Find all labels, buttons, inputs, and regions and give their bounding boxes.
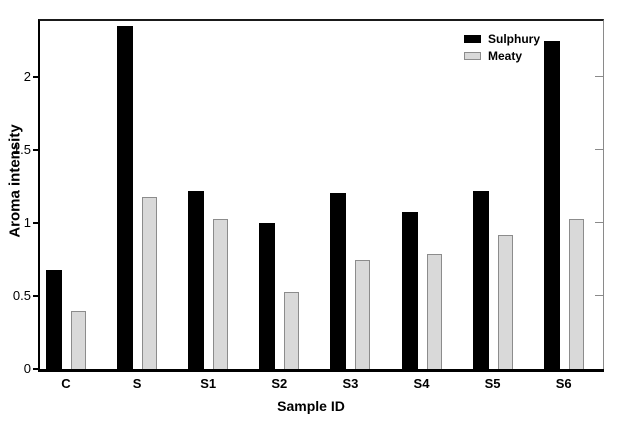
bar-sulphury-s4 xyxy=(401,211,418,369)
x-tick-label-s5: S5 xyxy=(484,376,501,391)
legend: Sulphury Meaty xyxy=(464,33,540,62)
x-tick-label-s3: S3 xyxy=(342,376,359,391)
y-tick-mark-left xyxy=(33,76,38,79)
bar-sulphury-s5 xyxy=(472,191,489,369)
bar-sulphury-s3 xyxy=(330,192,347,369)
bar-sulphury-s1 xyxy=(188,191,205,369)
bar-sulphury-c xyxy=(46,269,62,369)
y-tick-mark-left xyxy=(33,295,38,298)
bar-sulphury-s6 xyxy=(543,40,560,369)
x-tick-label-s1: S1 xyxy=(200,376,217,391)
legend-label-meaty: Meaty xyxy=(488,49,523,63)
bar-meaty-s xyxy=(142,196,158,369)
y-tick-mark-left xyxy=(33,222,38,225)
y-tick-mark-right xyxy=(595,295,603,297)
bar-sulphury-s xyxy=(117,26,134,369)
y-tick-label: 2 xyxy=(23,69,31,85)
x-tick-label-s4: S4 xyxy=(413,376,430,391)
y-tick-label: 0.5 xyxy=(12,288,31,304)
bar-meaty-s3 xyxy=(355,259,371,369)
y-tick-mark-right xyxy=(595,149,603,151)
x-tick-label-s: S xyxy=(132,376,142,391)
legend-label-sulphury: Sulphury xyxy=(488,32,541,46)
bar-meaty-s1 xyxy=(213,218,229,369)
y-tick-mark-left xyxy=(33,149,38,152)
x-tick-label-c: C xyxy=(61,376,71,391)
bar-sulphury-s2 xyxy=(259,223,276,369)
x-axis-title: Sample ID xyxy=(277,398,345,414)
y-tick-label: 0 xyxy=(23,361,31,376)
sulphury-swatch xyxy=(464,35,481,43)
x-tick-label-s2: S2 xyxy=(271,376,288,391)
x-tick-label-s6: S6 xyxy=(555,376,572,391)
legend-item-sulphury: Sulphury xyxy=(464,33,540,45)
legend-item-meaty: Meaty xyxy=(464,50,540,62)
bar-meaty-s5 xyxy=(497,234,513,369)
y-tick-label: 1.5 xyxy=(12,142,31,158)
meaty-swatch xyxy=(464,52,481,60)
y-tick-mark-right xyxy=(595,76,603,78)
bar-meaty-s2 xyxy=(284,291,300,369)
bar-meaty-c xyxy=(71,310,86,369)
x-axis-line xyxy=(38,369,604,372)
y-tick-mark-left xyxy=(33,368,38,370)
bar-meaty-s4 xyxy=(426,253,442,369)
y-tick-label: 1 xyxy=(23,215,31,231)
y-tick-mark-right xyxy=(595,222,603,224)
bar-meaty-s6 xyxy=(568,218,584,369)
